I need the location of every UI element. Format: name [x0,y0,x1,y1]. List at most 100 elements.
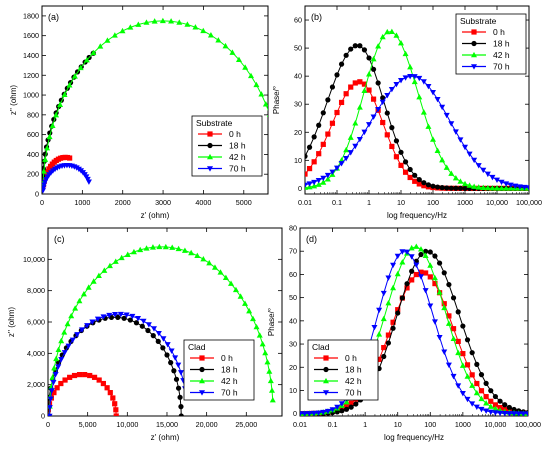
data-point [82,371,88,378]
panel-label: (d) [306,234,317,244]
data-point [425,182,432,188]
data-point [113,413,119,416]
data-point [464,373,471,379]
data-point [46,133,53,140]
data-point [393,32,400,38]
data-point [48,405,53,411]
data-point [471,157,478,164]
data-point [492,393,499,400]
data-point [404,285,410,291]
data-point [473,404,480,411]
data-point [48,396,54,402]
x-tick-label: 4000 [195,198,211,207]
data-point [448,170,455,176]
data-point [62,377,68,383]
data-point [58,380,64,387]
data-point [83,56,90,63]
series-line [49,313,187,416]
data-point [422,252,429,258]
data-point [483,380,489,386]
data-point [460,323,466,329]
data-point [434,96,441,103]
data-point [106,262,113,269]
data-point [100,380,106,387]
data-point [439,185,445,191]
data-point [164,342,171,348]
data-point [348,46,354,52]
data-point [164,352,170,358]
data-point [459,362,466,368]
x-tick-label: 25,000 [235,420,257,429]
legend-box [455,13,527,75]
data-point [413,243,420,249]
data-point [107,390,113,396]
data-point [366,87,372,93]
legend-marker [199,355,205,361]
data-point [42,156,49,162]
data-point [381,353,387,360]
data-point [237,293,244,299]
data-point [417,246,424,252]
data-point [409,268,415,274]
y-tick-label: 8,000 [27,286,45,295]
legend: Clad 0 h 18 h42 h 70 h [307,339,379,401]
data-point [119,27,126,34]
data-point [232,286,239,293]
data-point [431,274,438,281]
data-point [376,331,383,337]
data-point [446,281,452,288]
data-point [443,164,450,170]
data-point [423,248,429,254]
data-point [248,72,255,79]
data-point [450,335,457,342]
legend-marker [471,51,477,58]
data-point [266,114,268,117]
data-point [370,96,377,102]
series-line [305,81,529,189]
data-point [217,269,224,275]
data-point [79,327,86,333]
data-point [469,350,475,356]
data-point [85,179,92,185]
data-point [418,251,424,258]
data-point [324,172,331,179]
data-point [399,295,405,301]
data-point [375,80,381,86]
data-point [44,145,51,151]
data-point [423,270,429,276]
x-tick-label: 10,000 [116,420,138,429]
data-point [77,64,84,71]
data-point [366,71,372,77]
data-point [143,245,150,251]
data-point [320,141,326,147]
data-point [356,104,363,110]
y-tick-label: 70 [289,247,297,256]
data-point [511,406,517,413]
data-point [334,404,341,411]
y-axis-label: Phase/° [272,86,281,114]
x-tick-label: 0 [40,198,44,207]
data-point [427,249,433,255]
y-tick-label: 200 [27,170,39,179]
data-point [168,18,175,24]
data-point [89,319,96,325]
data-point [311,159,317,165]
data-point [111,32,118,38]
data-point [398,149,404,155]
data-point [156,243,163,250]
legend-entry: 0 h [493,27,505,37]
legend-entry: 70 h [345,388,362,398]
data-point [398,40,404,46]
data-point [393,81,400,88]
panel-a: 0 1000 2000 3000 4000 5000 0 200 400 600 800 1000 12… [9,5,269,220]
data-point [347,134,354,140]
data-point [104,37,111,43]
data-point [55,364,62,370]
data-point [315,410,322,416]
panel-label: (a) [48,12,59,22]
data-point [408,244,415,251]
data-point [139,323,145,329]
data-point [402,50,409,57]
y-tick-label: 1600 [23,31,39,40]
data-point [338,401,345,407]
